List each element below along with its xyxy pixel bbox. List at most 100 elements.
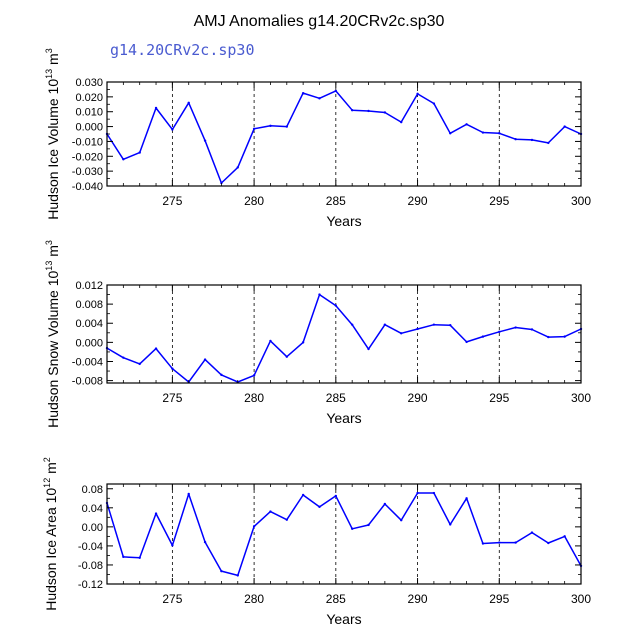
data-point (269, 124, 272, 128)
data-point (416, 327, 419, 331)
data-point (236, 574, 239, 577)
data-point (334, 89, 338, 93)
data-point (318, 97, 321, 100)
data-point (514, 138, 517, 141)
x-axis-label: Years (326, 410, 361, 426)
y-tick-label: -0.08 (78, 560, 103, 572)
data-point (514, 541, 517, 544)
data-point (318, 293, 321, 296)
data-point (138, 151, 141, 154)
data-point (530, 531, 534, 534)
y-axis-label-text: Hudson Snow Volume 10 (45, 270, 61, 427)
y-tick-label: -0.020 (72, 151, 103, 163)
data-point (285, 518, 288, 521)
x-tick-label: 290 (408, 592, 428, 606)
x-tick-label: 285 (326, 194, 346, 208)
data-point (285, 355, 288, 358)
data-point (530, 328, 534, 331)
data-point (563, 535, 566, 538)
data-point (383, 111, 387, 114)
data-point (498, 330, 501, 334)
x-tick-label: 285 (326, 391, 346, 405)
data-point (285, 125, 288, 128)
data-point (367, 523, 370, 527)
data-point (416, 491, 419, 495)
data-point (171, 367, 174, 370)
data-point (122, 158, 125, 161)
x-tick-label: 280 (244, 194, 264, 208)
data-point (465, 123, 468, 126)
data-point (318, 505, 321, 509)
y-tick-label: 0.00 (82, 522, 103, 534)
x-tick-label: 290 (408, 194, 428, 208)
data-point (171, 544, 174, 547)
data-point (400, 332, 403, 335)
x-tick-label: 300 (571, 592, 591, 606)
data-point (220, 373, 223, 377)
y-tick-label: -0.040 (72, 181, 103, 193)
y-axis-label-unit: m (45, 53, 61, 69)
y-tick-label: 0.030 (75, 77, 103, 89)
data-point (252, 525, 256, 528)
y-axis-label-unit-exponent: 3 (44, 48, 54, 53)
data-point (154, 106, 158, 110)
data-point (187, 101, 190, 105)
data-point (563, 125, 566, 128)
y-tick-label: -0.010 (72, 136, 103, 148)
data-point (187, 492, 190, 496)
data-point (547, 141, 550, 145)
data-point (465, 340, 468, 344)
data-point (301, 341, 305, 344)
data-point (334, 494, 338, 498)
data-point (171, 128, 174, 131)
data-point (122, 356, 125, 359)
data-point (498, 132, 501, 135)
data-point (367, 347, 370, 351)
y-axis-label-unit: m (45, 245, 61, 261)
data-point (465, 497, 468, 500)
y-tick-label: -0.008 (72, 376, 103, 388)
data-point (236, 166, 239, 169)
data-point (432, 323, 436, 326)
x-tick-label: 275 (162, 194, 182, 208)
y-axis-label-unit-exponent: 3 (44, 240, 54, 245)
x-tick-label: 290 (408, 391, 428, 405)
data-point (122, 555, 125, 559)
data-point (547, 541, 550, 545)
data-point (449, 323, 452, 327)
x-tick-label: 300 (571, 194, 591, 208)
data-point (350, 323, 354, 326)
plot-frame (106, 284, 582, 384)
data-point (301, 91, 305, 95)
data-point (383, 323, 387, 326)
y-tick-label: 0.010 (75, 107, 103, 119)
plot-frame (106, 483, 582, 585)
y-axis-label: Hudson Ice Area 1012 m2 (42, 457, 59, 611)
chart-panel-2: 275 280 285 290 295 300 -0.008 -0.004 0.000 0.004… (44, 240, 591, 428)
y-axis-label-exponent: 12 (42, 478, 52, 488)
x-axis-label: Years (326, 611, 361, 627)
y-tick-label: -0.004 (72, 356, 103, 368)
data-point (432, 102, 436, 105)
y-tick-label: 0.000 (75, 337, 103, 349)
data-point (514, 326, 517, 329)
data-point (530, 138, 534, 142)
data-point (400, 518, 403, 522)
data-point (481, 131, 485, 134)
chart-panel-1: 275 280 285 290 295 300 -0.040 -0.030 -0.020 -0.0… (44, 48, 591, 229)
data-point (252, 374, 256, 377)
y-tick-label: 0.008 (75, 299, 103, 311)
data-point (269, 510, 272, 513)
data-point (367, 109, 370, 113)
data-point (547, 335, 550, 339)
data-point (498, 541, 501, 544)
x-tick-label: 280 (244, 592, 264, 606)
page-title: AMJ Anomalies g14.20CRv2c.sp30 (194, 13, 445, 30)
y-tick-label: 0.08 (82, 484, 103, 496)
series-line (106, 492, 582, 577)
x-tick-label: 295 (489, 592, 509, 606)
x-tick-label: 275 (162, 391, 182, 405)
y-tick-label: 0.000 (75, 122, 103, 134)
data-point (138, 362, 141, 366)
